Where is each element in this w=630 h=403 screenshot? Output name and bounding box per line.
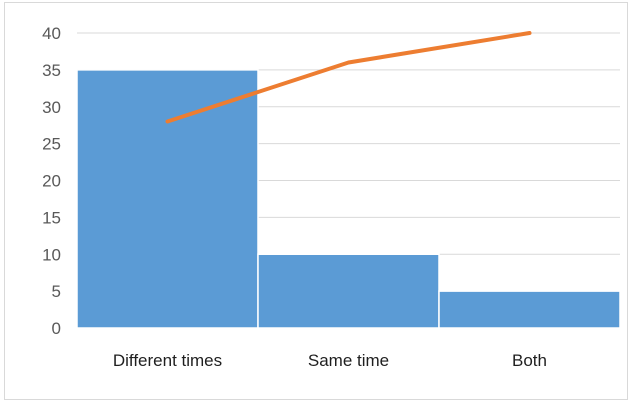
x-tick-label: Same time (308, 351, 389, 370)
y-tick-label: 0 (52, 319, 61, 338)
y-tick-label: 35 (42, 61, 61, 80)
y-tick-label: 30 (42, 98, 61, 117)
y-axis-ticks: 0 5 10 15 20 25 30 35 40 (42, 24, 61, 338)
x-axis-ticks: Different times Same time Both (113, 351, 547, 370)
bar (438, 290, 621, 329)
y-tick-label: 5 (52, 282, 61, 301)
x-tick-label: Both (512, 351, 547, 370)
line-series (165, 31, 532, 124)
y-tick-label: 25 (42, 135, 61, 154)
x-tick-label: Different times (113, 351, 222, 370)
bars (76, 69, 621, 329)
y-tick-label: 15 (42, 208, 61, 227)
y-tick-label: 10 (42, 245, 61, 264)
bar (257, 253, 440, 329)
y-tick-label: 20 (42, 172, 61, 191)
bar (76, 69, 259, 329)
y-tick-label: 40 (42, 24, 61, 43)
